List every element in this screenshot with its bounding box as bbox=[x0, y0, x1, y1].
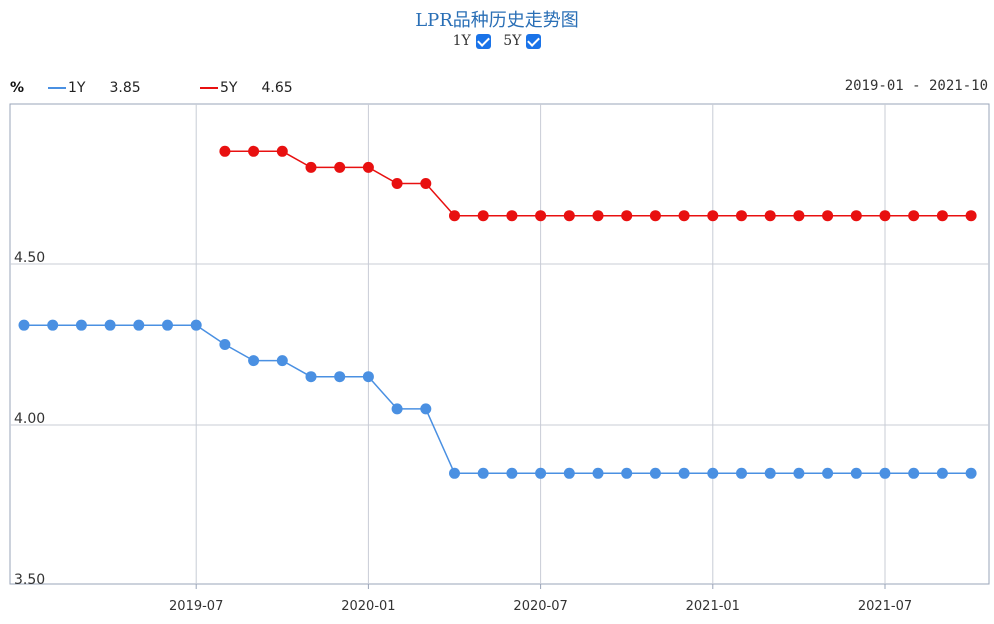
x-tick-label: 2021-07 bbox=[858, 599, 912, 614]
data-point-1y bbox=[965, 467, 977, 479]
data-point-1y bbox=[477, 467, 489, 479]
toggle-1y-checkbox-icon[interactable] bbox=[475, 33, 491, 49]
legend-name-1y: 1Y bbox=[68, 80, 86, 96]
data-point-5y bbox=[334, 161, 346, 173]
legend-line-1y-icon bbox=[48, 87, 66, 89]
toggle-5y[interactable]: 5Y bbox=[503, 33, 542, 49]
data-point-1y bbox=[276, 355, 288, 367]
data-point-1y bbox=[506, 467, 518, 479]
data-point-1y bbox=[936, 467, 948, 479]
date-range-label: 2019-01 - 2021-10 bbox=[844, 78, 988, 94]
toggle-1y-label: 1Y bbox=[452, 33, 471, 49]
data-point-1y bbox=[563, 467, 575, 479]
data-point-1y bbox=[420, 403, 432, 415]
data-point-5y bbox=[822, 210, 834, 222]
toggle-1y[interactable]: 1Y bbox=[453, 33, 491, 49]
legend-value-1y: 3.85 bbox=[109, 80, 141, 96]
legend-value-5y: 4.65 bbox=[261, 80, 293, 96]
plot-area bbox=[9, 103, 990, 585]
data-point-5y bbox=[649, 210, 661, 222]
data-point-5y bbox=[477, 210, 489, 222]
data-point-5y bbox=[219, 145, 231, 157]
data-point-1y bbox=[678, 467, 690, 479]
data-point-1y bbox=[391, 403, 403, 415]
data-point-1y bbox=[190, 319, 202, 331]
data-point-5y bbox=[621, 210, 633, 222]
data-point-5y bbox=[506, 210, 518, 222]
data-point-5y bbox=[535, 210, 547, 222]
data-point-5y bbox=[678, 210, 690, 222]
data-point-1y bbox=[793, 467, 805, 479]
data-point-1y bbox=[133, 319, 145, 331]
data-point-5y bbox=[305, 161, 317, 173]
data-point-5y bbox=[391, 178, 403, 189]
series-toggles: 1Y 5Y bbox=[0, 33, 994, 49]
data-point-1y bbox=[362, 371, 374, 383]
data-point-1y bbox=[47, 319, 59, 331]
legend-line-5y-icon bbox=[200, 87, 218, 89]
data-point-5y bbox=[707, 210, 719, 222]
data-point-1y bbox=[621, 467, 633, 479]
series-line-1y bbox=[24, 324, 972, 475]
data-point-1y bbox=[535, 467, 547, 479]
data-point-5y bbox=[248, 145, 260, 157]
data-point-1y bbox=[764, 467, 776, 479]
data-point-1y bbox=[75, 319, 87, 331]
data-point-1y bbox=[879, 467, 891, 479]
toggle-5y-label: 5Y bbox=[503, 33, 522, 49]
x-tick-label: 2019-07 bbox=[169, 599, 223, 614]
data-point-1y bbox=[219, 339, 231, 350]
series-line-5y bbox=[224, 150, 972, 217]
y-tick-label: 4.50 bbox=[14, 250, 45, 266]
legend-item-1y[interactable]: 1Y 3.85 bbox=[48, 80, 141, 96]
data-point-5y bbox=[965, 210, 977, 222]
data-point-5y bbox=[764, 210, 776, 222]
data-point-1y bbox=[449, 467, 460, 479]
data-point-1y bbox=[248, 355, 260, 367]
data-point-1y bbox=[104, 319, 116, 331]
data-point-1y bbox=[334, 371, 346, 383]
data-point-5y bbox=[936, 210, 948, 222]
data-point-5y bbox=[449, 210, 460, 222]
data-point-1y bbox=[305, 371, 317, 383]
data-point-5y bbox=[793, 210, 805, 222]
data-point-5y bbox=[362, 161, 374, 173]
data-point-1y bbox=[822, 467, 834, 479]
data-point-5y bbox=[563, 210, 575, 222]
data-point-5y bbox=[850, 210, 862, 222]
x-tick-label: 2020-01 bbox=[341, 599, 395, 614]
data-point-5y bbox=[592, 210, 604, 222]
data-point-5y bbox=[879, 210, 891, 222]
data-point-1y bbox=[592, 467, 604, 479]
data-point-1y bbox=[707, 467, 719, 479]
unit-label: % bbox=[10, 80, 25, 96]
x-tick-label: 2021-01 bbox=[686, 599, 740, 614]
toggle-5y-checkbox-icon[interactable] bbox=[526, 33, 542, 49]
data-point-5y bbox=[908, 210, 920, 222]
data-point-1y bbox=[162, 319, 173, 331]
data-point-1y bbox=[908, 467, 920, 479]
data-point-1y bbox=[736, 467, 747, 479]
data-point-1y bbox=[850, 467, 862, 479]
legend-name-5y: 5Y bbox=[220, 80, 238, 96]
y-tick-label: 4.00 bbox=[14, 411, 45, 427]
data-point-1y bbox=[649, 467, 661, 479]
data-point-5y bbox=[736, 210, 747, 222]
data-point-5y bbox=[276, 145, 288, 157]
data-point-1y bbox=[18, 319, 30, 331]
chart-title: LPR品种历史走势图 bbox=[415, 10, 579, 31]
y-tick-label: 3.50 bbox=[14, 572, 45, 588]
data-point-5y bbox=[420, 178, 432, 189]
legend-item-5y[interactable]: 5Y 4.65 bbox=[200, 80, 293, 96]
x-tick-label: 2020-07 bbox=[513, 599, 567, 614]
